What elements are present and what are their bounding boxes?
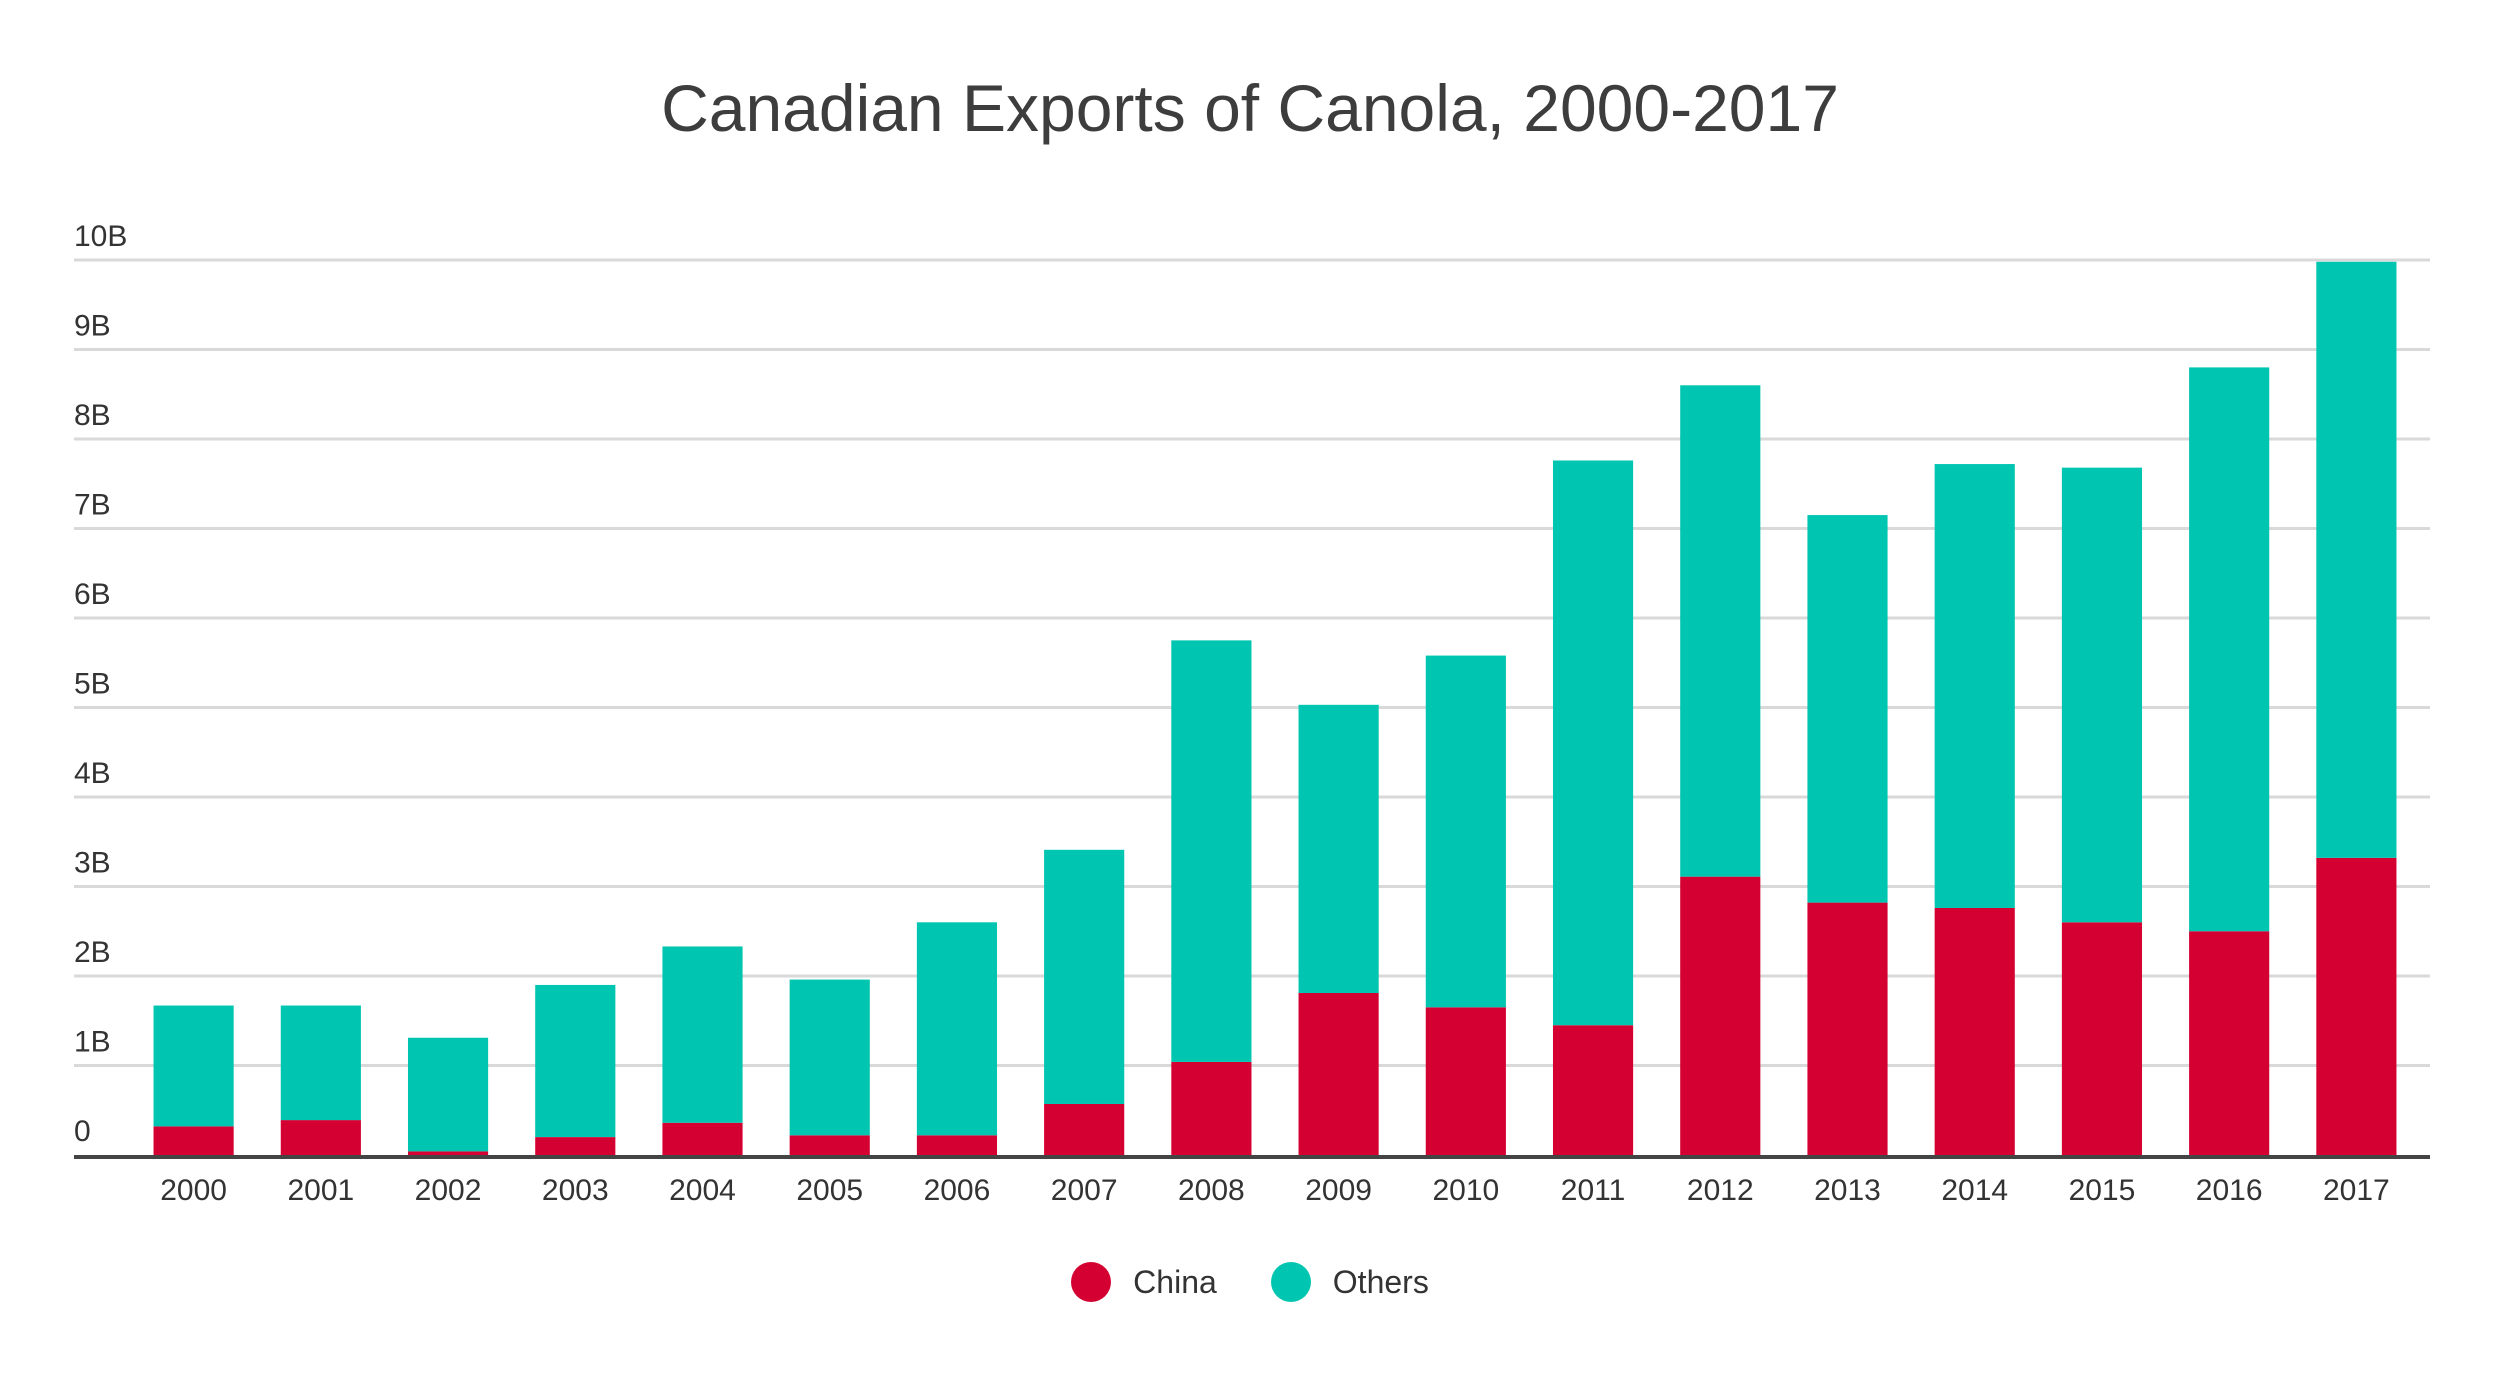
bar-china-2013[interactable] <box>1807 902 1888 1155</box>
bar-china-2004[interactable] <box>662 1122 743 1155</box>
y-tick-label: 2B <box>74 936 111 969</box>
bar-china-2012[interactable] <box>1680 876 1761 1155</box>
x-tick-label: 2000 <box>160 1174 227 1207</box>
legend-label-china: China <box>1133 1263 1217 1300</box>
y-tick-label: 1B <box>74 1026 111 1059</box>
bar-china-2009[interactable] <box>1298 993 1379 1155</box>
legend-item-china[interactable]: China <box>1071 1262 1217 1302</box>
chart-title: Canadian Exports of Canola, 2000-2017 <box>661 71 1839 145</box>
bar-others-2005[interactable] <box>789 979 870 1136</box>
y-tick-label: 9B <box>74 310 111 343</box>
x-tick-label: 2003 <box>542 1174 609 1207</box>
bar-others-2014[interactable] <box>1934 464 2015 908</box>
bar-others-2010[interactable] <box>1425 655 1506 1008</box>
bar-others-2017[interactable] <box>2316 261 2397 858</box>
x-tick-label: 2016 <box>2196 1174 2263 1207</box>
bar-china-2000[interactable] <box>153 1126 234 1155</box>
x-tick-label: 2007 <box>1051 1174 1118 1207</box>
x-tick-label: 2001 <box>287 1174 354 1207</box>
x-tick-label: 2010 <box>1432 1174 1499 1207</box>
bar-china-2015[interactable] <box>2061 922 2143 1155</box>
bar-others-2009[interactable] <box>1298 704 1379 994</box>
bar-china-2006[interactable] <box>916 1135 998 1155</box>
y-tick-label: 0 <box>74 1115 91 1148</box>
bar-china-2003[interactable] <box>535 1137 616 1155</box>
bar-china-2008[interactable] <box>1171 1061 1252 1155</box>
y-tick-label: 8B <box>74 399 111 432</box>
legend-marker-others <box>1270 1262 1311 1302</box>
bar-others-2001[interactable] <box>280 1005 361 1121</box>
bar-china-2005[interactable] <box>789 1135 870 1155</box>
x-tick-label: 2015 <box>2069 1174 2136 1207</box>
bar-china-2002[interactable] <box>407 1151 489 1155</box>
bar-china-2010[interactable] <box>1425 1007 1506 1155</box>
bar-others-2012[interactable] <box>1680 385 1761 877</box>
y-tick-label: 4B <box>74 757 111 790</box>
bar-china-2001[interactable] <box>280 1120 361 1155</box>
x-tick-label: 2004 <box>669 1174 736 1207</box>
bar-china-2011[interactable] <box>1552 1025 1634 1155</box>
x-tick-label: 2006 <box>924 1174 991 1207</box>
bar-others-2000[interactable] <box>153 1005 234 1127</box>
bar-others-2015[interactable] <box>2061 467 2143 923</box>
bar-others-2016[interactable] <box>2189 367 2270 932</box>
bar-others-2007[interactable] <box>1044 849 1125 1104</box>
bar-china-2016[interactable] <box>2189 931 2270 1155</box>
x-tick-label: 2013 <box>1814 1174 1881 1207</box>
bar-others-2013[interactable] <box>1807 515 1888 903</box>
bar-others-2004[interactable] <box>662 946 743 1123</box>
legend-marker-china <box>1071 1262 1112 1302</box>
y-tick-label: 7B <box>74 489 111 522</box>
x-tick-label: 2009 <box>1305 1174 1372 1207</box>
x-tick-label: 2014 <box>1941 1174 2008 1207</box>
bar-china-2014[interactable] <box>1934 907 2015 1155</box>
bar-others-2011[interactable] <box>1552 460 1634 1026</box>
bar-others-2003[interactable] <box>535 984 616 1138</box>
legend: China Others <box>0 1262 2500 1302</box>
y-tick-label: 10B <box>74 220 127 253</box>
legend-item-others[interactable]: Others <box>1270 1262 1429 1302</box>
y-tick-label: 3B <box>74 847 111 880</box>
x-tick-label: 2008 <box>1178 1174 1245 1207</box>
bar-others-2002[interactable] <box>407 1037 489 1152</box>
y-tick-label: 6B <box>74 578 111 611</box>
bar-china-2007[interactable] <box>1044 1103 1125 1155</box>
bar-china-2017[interactable] <box>2316 857 2397 1155</box>
bar-others-2006[interactable] <box>916 922 998 1136</box>
x-tick-label: 2012 <box>1687 1174 1754 1207</box>
legend-label-others: Others <box>1332 1263 1429 1300</box>
bar-others-2008[interactable] <box>1171 640 1252 1062</box>
x-tick-label: 2002 <box>415 1174 482 1207</box>
x-tick-label: 2011 <box>1561 1174 1626 1207</box>
y-tick-label: 5B <box>74 668 111 701</box>
x-tick-label: 2005 <box>796 1174 863 1207</box>
x-tick-label: 2017 <box>2323 1174 2390 1207</box>
